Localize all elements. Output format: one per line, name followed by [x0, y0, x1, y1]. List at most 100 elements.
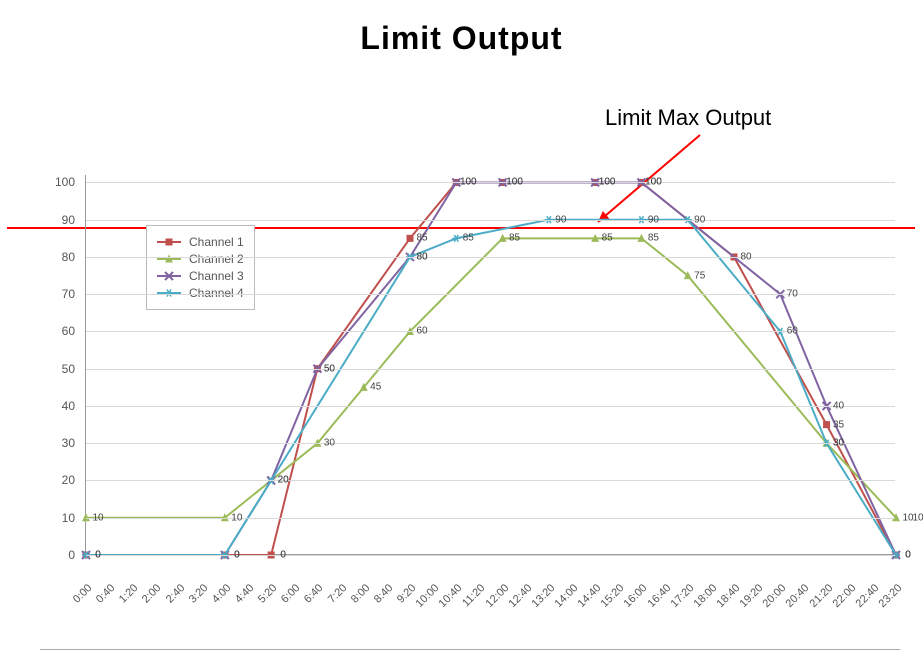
gridline — [86, 443, 895, 444]
data-label: 90 — [694, 214, 705, 225]
series-marker — [823, 421, 830, 428]
ytick-label: 20 — [62, 473, 75, 487]
plot-area: Channel 1Channel 2Channel 3Channel 4 010… — [85, 175, 895, 555]
gridline — [86, 294, 895, 295]
legend-item: Channel 3 — [157, 269, 244, 283]
data-label: 50 — [324, 363, 335, 374]
xtick-label: 20:40 — [784, 582, 812, 610]
data-label: 75 — [694, 270, 705, 281]
data-label: 90 — [648, 214, 659, 225]
xtick-label: 12:40 — [506, 582, 534, 610]
xtick-label: 4:00 — [210, 582, 234, 606]
ytick-label: 30 — [62, 436, 75, 450]
legend: Channel 1 Channel 2 Channel 3 Channel 4 — [146, 225, 255, 310]
gridline — [86, 480, 895, 481]
gridline — [86, 257, 895, 258]
data-label: 10 — [912, 512, 923, 523]
data-label: 100 — [506, 177, 523, 188]
data-label: 0 — [95, 550, 101, 561]
xtick-label: 6:40 — [302, 582, 326, 606]
ytick-label: 90 — [62, 213, 75, 227]
xtick-label: 8:00 — [349, 582, 373, 606]
xtick-label: 2:40 — [163, 582, 187, 606]
xtick-label: 1:20 — [117, 582, 141, 606]
data-label: 60 — [416, 326, 427, 337]
xtick-label: 14:00 — [553, 582, 581, 610]
legend-item: Channel 1 — [157, 235, 244, 249]
xtick-label: 11:20 — [461, 582, 488, 609]
legend-label: Channel 1 — [189, 235, 244, 249]
data-label: 0 — [234, 550, 240, 561]
legend-swatch — [157, 258, 181, 260]
xtick-label: 22:00 — [830, 582, 858, 610]
ytick-label: 0 — [68, 548, 75, 562]
xtick-label: 0:00 — [71, 582, 95, 606]
xtick-label: 0:40 — [94, 582, 118, 606]
ytick-label: 100 — [55, 175, 75, 189]
ytick-label: 60 — [62, 324, 75, 338]
data-label: 85 — [602, 233, 613, 244]
legend-label: Channel 3 — [189, 269, 244, 283]
data-label: 40 — [833, 400, 844, 411]
xtick-label: 16:40 — [645, 582, 673, 610]
data-label: 20 — [278, 475, 289, 486]
ytick-label: 70 — [62, 287, 75, 301]
series-marker — [407, 235, 414, 242]
legend-swatch — [157, 241, 181, 243]
xtick-label: 8:40 — [372, 582, 396, 606]
xtick-label: 5:20 — [256, 582, 280, 606]
xtick-label: 21:20 — [807, 582, 835, 610]
data-label: 100 — [460, 177, 477, 188]
xtick-label: 15:20 — [599, 582, 627, 610]
data-label: 10 — [92, 512, 103, 523]
xtick-label: 2:00 — [140, 582, 164, 606]
legend-label: Channel 4 — [189, 286, 244, 300]
gridline — [86, 369, 895, 370]
xtick-label: 18:00 — [691, 582, 719, 610]
gridline — [86, 182, 895, 183]
xtick-label: 13:20 — [529, 582, 557, 610]
legend-swatch — [157, 275, 181, 277]
legend-item: Channel 2 — [157, 252, 244, 266]
gridline — [86, 406, 895, 407]
data-label: 85 — [463, 233, 474, 244]
data-label: 85 — [648, 233, 659, 244]
ytick-label: 80 — [62, 250, 75, 264]
gridline — [86, 331, 895, 332]
data-label: 0 — [905, 550, 911, 561]
xtick-label: 22:40 — [853, 582, 881, 610]
data-label: 60 — [787, 326, 798, 337]
data-label: 80 — [416, 251, 427, 262]
data-label: 35 — [833, 419, 844, 430]
ytick-label: 50 — [62, 362, 75, 376]
series-marker — [452, 235, 460, 242]
xtick-label: 10:40 — [437, 582, 465, 610]
gridline — [86, 220, 895, 221]
data-label: 30 — [833, 438, 844, 449]
data-label: 10 — [231, 512, 242, 523]
legend-item: Channel 4 — [157, 286, 244, 300]
xtick-label: 4:40 — [233, 582, 257, 606]
gridline — [86, 518, 895, 519]
legend-label: Channel 2 — [189, 252, 244, 266]
xtick-label: 6:00 — [279, 582, 303, 606]
ytick-label: 40 — [62, 399, 75, 413]
xtick-label: 7:20 — [325, 582, 349, 606]
data-label: 80 — [740, 251, 751, 262]
xtick-label: 19:20 — [738, 582, 766, 610]
data-label: 90 — [555, 214, 566, 225]
data-label: 85 — [509, 233, 520, 244]
xtick-label: 16:00 — [622, 582, 650, 610]
data-label: 85 — [416, 233, 427, 244]
bottom-rule — [40, 649, 900, 650]
xtick-label: 14:40 — [576, 582, 604, 610]
data-label: 100 — [599, 177, 616, 188]
data-label: 70 — [787, 289, 798, 300]
xtick-label: 12:00 — [483, 582, 511, 610]
xtick-label: 18:40 — [715, 582, 743, 610]
xtick-label: 17:20 — [668, 582, 696, 610]
xtick-label: 20:00 — [761, 582, 789, 610]
xtick-label: 3:20 — [187, 582, 211, 606]
xtick-label: 10:00 — [414, 582, 442, 610]
gridline — [86, 555, 895, 556]
